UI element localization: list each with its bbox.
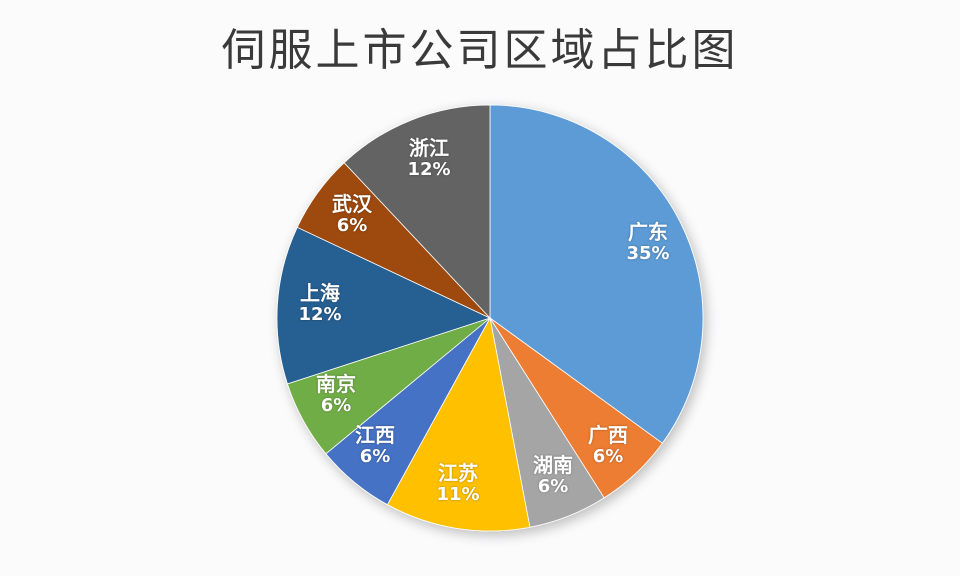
slice-label-wuhan: 武汉 6% [332, 192, 372, 237]
pie-slice-8 [343, 104, 491, 320]
pie-slice-0 [489, 104, 704, 444]
slice-label-zhejiang: 浙江 12% [407, 136, 451, 181]
slice-label-jiangsu: 江苏 11% [436, 461, 480, 506]
slice-label-guangxi: 广西 6% [588, 423, 628, 468]
slice-label-shanghai: 上海 12% [298, 281, 342, 326]
slice-label-guangdong: 广东 35% [626, 220, 670, 265]
slice-label-hunan: 湖南 6% [533, 453, 573, 498]
pie-slice-6 [276, 226, 492, 385]
slice-label-jiangxi: 江西 6% [355, 423, 395, 468]
slice-label-nanjing: 南京 6% [316, 372, 356, 417]
chart-title: 伺服上市公司区域占比图 [221, 25, 739, 76]
pie-slice-3 [386, 316, 531, 532]
